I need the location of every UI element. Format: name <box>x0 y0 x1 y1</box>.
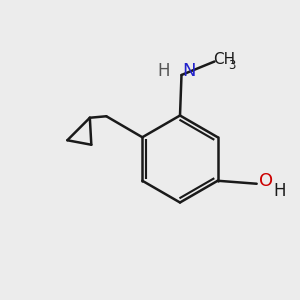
Text: 3: 3 <box>228 58 236 72</box>
Text: O: O <box>259 172 273 190</box>
Text: H: H <box>273 182 286 200</box>
Text: H: H <box>158 62 170 80</box>
Text: N: N <box>183 62 196 80</box>
Text: CH: CH <box>213 52 235 68</box>
